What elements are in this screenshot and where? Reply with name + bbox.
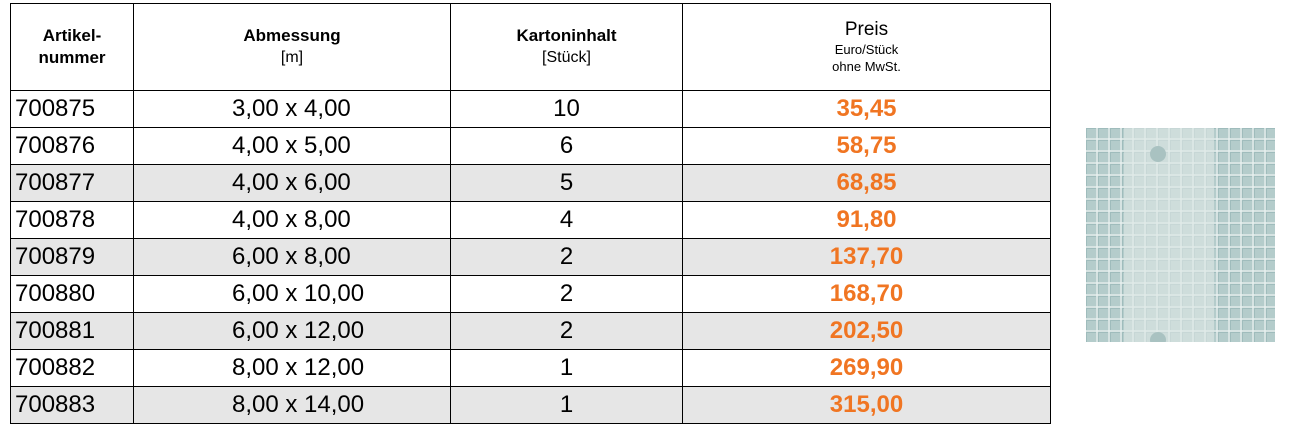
table-cell: 700883 — [11, 387, 134, 424]
table-cell: 4,00 x 8,00 — [134, 202, 451, 239]
header-text: Preis — [683, 19, 1050, 41]
header-text: ohne MwSt. — [683, 58, 1050, 75]
table-cell: 700875 — [11, 91, 134, 128]
table-cell: 2 — [451, 276, 683, 313]
table-cell: 6 — [451, 128, 683, 165]
table-cell: 35,45 — [683, 91, 1051, 128]
table-cell: 6,00 x 10,00 — [134, 276, 451, 313]
table-cell: 8,00 x 14,00 — [134, 387, 451, 424]
table-cell: 8,00 x 12,00 — [134, 350, 451, 387]
table-cell: 700878 — [11, 202, 134, 239]
table-cell: 6,00 x 12,00 — [134, 313, 451, 350]
table-cell: 10 — [451, 91, 683, 128]
table-cell: 700882 — [11, 350, 134, 387]
table-cell: 2 — [451, 239, 683, 276]
table-cell: 58,75 — [683, 128, 1051, 165]
table-cell: 2 — [451, 313, 683, 350]
table-cell: 91,80 — [683, 202, 1051, 239]
table-cell: 700877 — [11, 165, 134, 202]
table-cell: 4,00 x 6,00 — [134, 165, 451, 202]
table-cell: 700880 — [11, 276, 134, 313]
table-cell: 137,70 — [683, 239, 1051, 276]
header-text: Abmessung — [134, 25, 450, 47]
table-cell: 700881 — [11, 313, 134, 350]
page: Artikel-nummerAbmessung[m]Kartoninhalt[S… — [0, 0, 1289, 430]
header-cell: Kartoninhalt[Stück] — [451, 4, 683, 91]
table-cell: 269,90 — [683, 350, 1051, 387]
header-text: Euro/Stück — [683, 41, 1050, 58]
header-text: [Stück] — [451, 47, 682, 69]
product-image — [1086, 128, 1275, 342]
table-cell: 315,00 — [683, 387, 1051, 424]
table-cell: 4,00 x 5,00 — [134, 128, 451, 165]
table-cell: 3,00 x 4,00 — [134, 91, 451, 128]
table-cell: 202,50 — [683, 313, 1051, 350]
table-cell: 1 — [451, 350, 683, 387]
table-cell: 6,00 x 8,00 — [134, 239, 451, 276]
header-cell: Artikel-nummer — [11, 4, 134, 91]
header-text: Kartoninhalt — [451, 25, 682, 47]
table-cell: 168,70 — [683, 276, 1051, 313]
table-cell: 5 — [451, 165, 683, 202]
header-cell: Abmessung[m] — [134, 4, 451, 91]
table-cell: 68,85 — [683, 165, 1051, 202]
table-cell: 1 — [451, 387, 683, 424]
header-text: Artikel- — [11, 25, 133, 47]
table-cell: 4 — [451, 202, 683, 239]
header-text: [m] — [134, 47, 450, 69]
table-cell: 700879 — [11, 239, 134, 276]
header-text: nummer — [11, 47, 133, 69]
table-cell: 700876 — [11, 128, 134, 165]
